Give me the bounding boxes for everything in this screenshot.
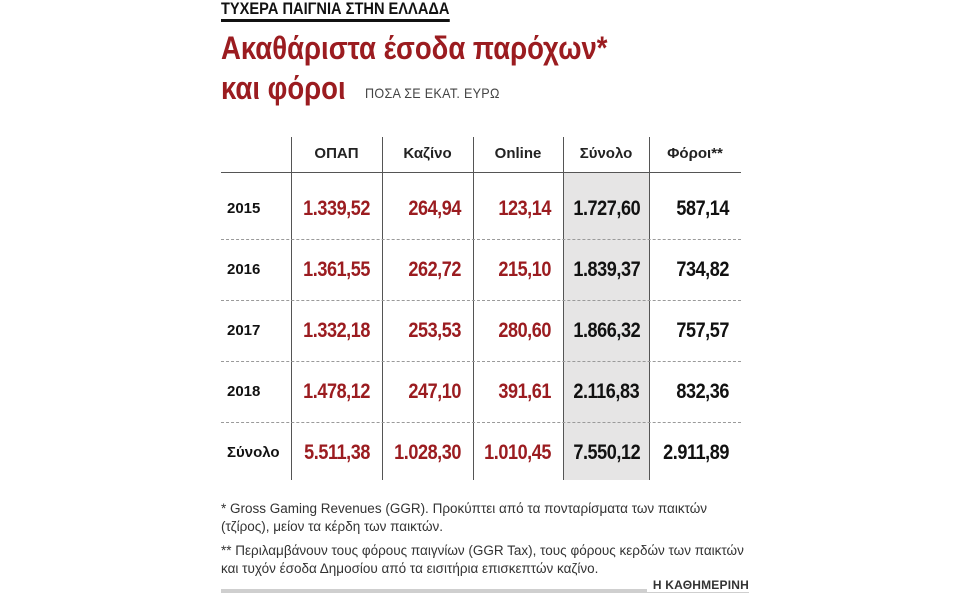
title-line2-container: και φόροι [221, 70, 366, 106]
table-cell: 1.727,60 [573, 197, 641, 220]
table-cell: 1.339,52 [303, 197, 370, 220]
row-label: 2018 [227, 383, 261, 400]
header-rule [221, 172, 741, 173]
column-header: Καζίνο [403, 145, 452, 162]
column-separator [563, 137, 564, 480]
column-header: Σύνολο [579, 145, 633, 162]
column-separator [649, 137, 650, 480]
table-cell: 7.550,12 [573, 441, 641, 464]
footnotes: * Gross Gaming Revenues (GGR). Προκύπτει… [221, 500, 751, 584]
footnote-1: * Gross Gaming Revenues (GGR). Προκύπτει… [221, 501, 708, 534]
source-rule [221, 589, 749, 593]
kicker-heading: ΤΥΧΕΡΑ ΠΑΙΓΝΙΑ ΣΤΗΝ ΕΛΛΑΔΑ [221, 0, 450, 22]
total-column-shade [563, 172, 649, 480]
table-cell: 2.116,83 [573, 380, 640, 403]
table-cell: 1.361,55 [303, 258, 370, 281]
chart-subtitle: ΠΟΣΑ ΣΕ ΕΚΑΤ. ΕΥΡΩ [365, 85, 500, 101]
table-cell: 1.866,32 [573, 319, 641, 342]
table-cell: 262,72 [408, 258, 461, 281]
table-cell: 1.010,45 [484, 441, 551, 464]
table-cell: 1.332,18 [303, 319, 370, 342]
row-label: 2017 [227, 322, 261, 339]
row-divider [221, 422, 741, 423]
table-cell: 215,10 [498, 258, 551, 281]
table-cell: 757,57 [676, 319, 729, 342]
row-label: Σύνολο [227, 444, 280, 461]
chart-title-line2: και φόροι [221, 70, 346, 106]
table-cell: 253,53 [408, 319, 461, 342]
table-cell: 587,14 [676, 197, 729, 220]
table-cell: 1.028,30 [394, 441, 461, 464]
row-divider [221, 361, 741, 362]
table-cell: 123,14 [498, 197, 551, 220]
table-cell: 391,61 [498, 380, 551, 403]
table-cell: 1.839,37 [573, 258, 641, 281]
chart-title-line1: Ακαθάριστα έσοδα παρόχων* [221, 30, 608, 66]
row-divider [221, 300, 741, 301]
source-credit: Η ΚΑΘΗΜΕΡΙΝΗ [646, 578, 749, 592]
row-label: 2015 [227, 200, 261, 217]
table-cell: 734,82 [676, 258, 729, 281]
column-header: ΟΠΑΠ [314, 145, 359, 162]
table-cell: 5.511,38 [304, 441, 370, 464]
column-separator [473, 137, 474, 480]
column-separator [291, 137, 292, 480]
table-cell: 1.478,12 [303, 380, 370, 403]
table-cell: 247,10 [408, 380, 461, 403]
row-label: 2016 [227, 261, 261, 278]
table-cell: 280,60 [498, 319, 551, 342]
footnote-2: ** Περιλαμβάνουν τους φόρους παιγνίων (G… [221, 543, 744, 576]
table-cell: 2.911,89 [663, 441, 729, 464]
table-cell: 264,94 [408, 197, 461, 220]
data-table: ΟΠΑΠ Καζίνο Online Σύνολο Φόροι** 2015 1.339,5… [221, 137, 741, 482]
table-cell: 832,36 [676, 380, 729, 403]
column-header: Online [494, 145, 542, 162]
column-separator [382, 137, 383, 480]
column-header: Φόροι** [667, 145, 723, 162]
row-divider [221, 239, 741, 240]
